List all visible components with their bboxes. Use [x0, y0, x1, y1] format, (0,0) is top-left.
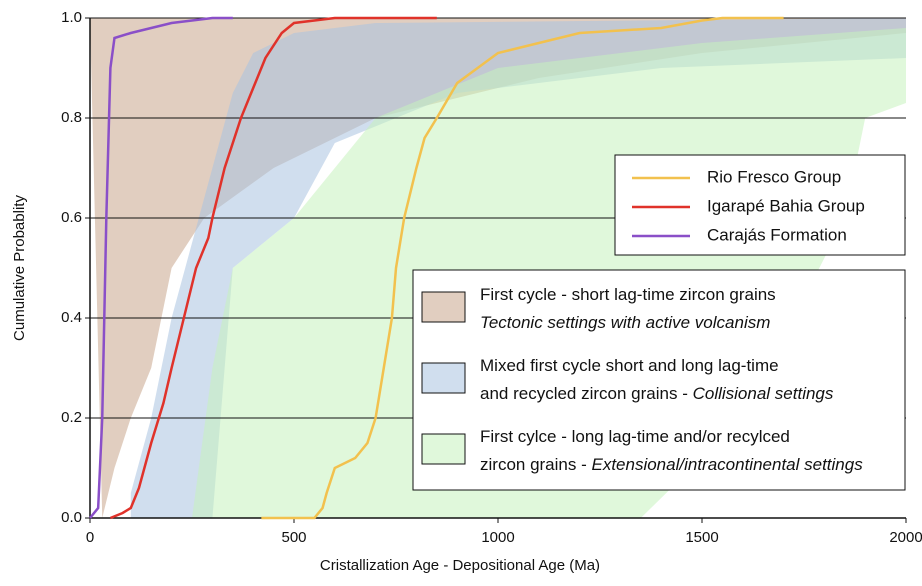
y-tick-label: 0.2	[61, 409, 82, 426]
legend-label: Igarapé Bahia Group	[707, 196, 865, 215]
legend-swatch	[421, 433, 466, 465]
legend-label: Mixed first cycle short and long lag-tim…	[480, 356, 779, 375]
legend-italic: Tectonic settings with active volcanism	[480, 313, 770, 332]
legend-label: Rio Fresco Group	[707, 167, 841, 186]
legend-label: First cycle - short lag-time zircon grai…	[480, 285, 776, 304]
x-tick-label: 2000	[889, 529, 922, 546]
legend-swatch	[421, 362, 466, 394]
x-tick-label: 0	[86, 529, 94, 546]
series-line	[109, 16, 437, 520]
region	[130, 18, 906, 518]
y-tick-label: 1.0	[61, 9, 82, 26]
x-tick-label: 500	[281, 529, 306, 546]
y-tick-label: 0.0	[61, 509, 82, 526]
legend-text: Mixed first cycle short and long lag-tim…	[480, 356, 779, 375]
legend-label: zircon grains - Extensional/intracontine…	[480, 455, 863, 474]
x-tick-label: 1000	[481, 529, 514, 546]
series-line	[89, 16, 233, 519]
y-axis-label: Cumulative Probablity	[11, 195, 28, 341]
legend-label: Carajás Formation	[707, 225, 847, 244]
y-tick-label: 0.4	[61, 309, 82, 326]
legend-text: zircon grains -	[480, 455, 591, 474]
x-axis-label: Cristallization Age - Depositional Age (…	[320, 557, 600, 574]
legend-box	[412, 269, 906, 491]
series-line	[261, 16, 784, 520]
legend-box	[614, 154, 906, 256]
legend-italic: Extensional/intracontinental settings	[591, 455, 863, 474]
legend-label: First cylce - long lag-time and/or recyl…	[480, 427, 790, 446]
y-tick-label: 0.8	[61, 109, 82, 126]
legend-text: First cylce - long lag-time and/or recyl…	[480, 427, 790, 446]
legend-italic: Collisional settings	[693, 384, 834, 403]
legend-swatch	[421, 291, 466, 323]
x-tick-label: 1500	[685, 529, 718, 546]
y-tick-label: 0.6	[61, 209, 82, 226]
legend-label: Tectonic settings with active volcanism	[480, 313, 770, 332]
legend-label: and recycled zircon grains - Collisional…	[480, 384, 834, 403]
legend-text: and recycled zircon grains -	[480, 384, 693, 403]
legend-text: First cycle - short lag-time zircon grai…	[480, 285, 776, 304]
